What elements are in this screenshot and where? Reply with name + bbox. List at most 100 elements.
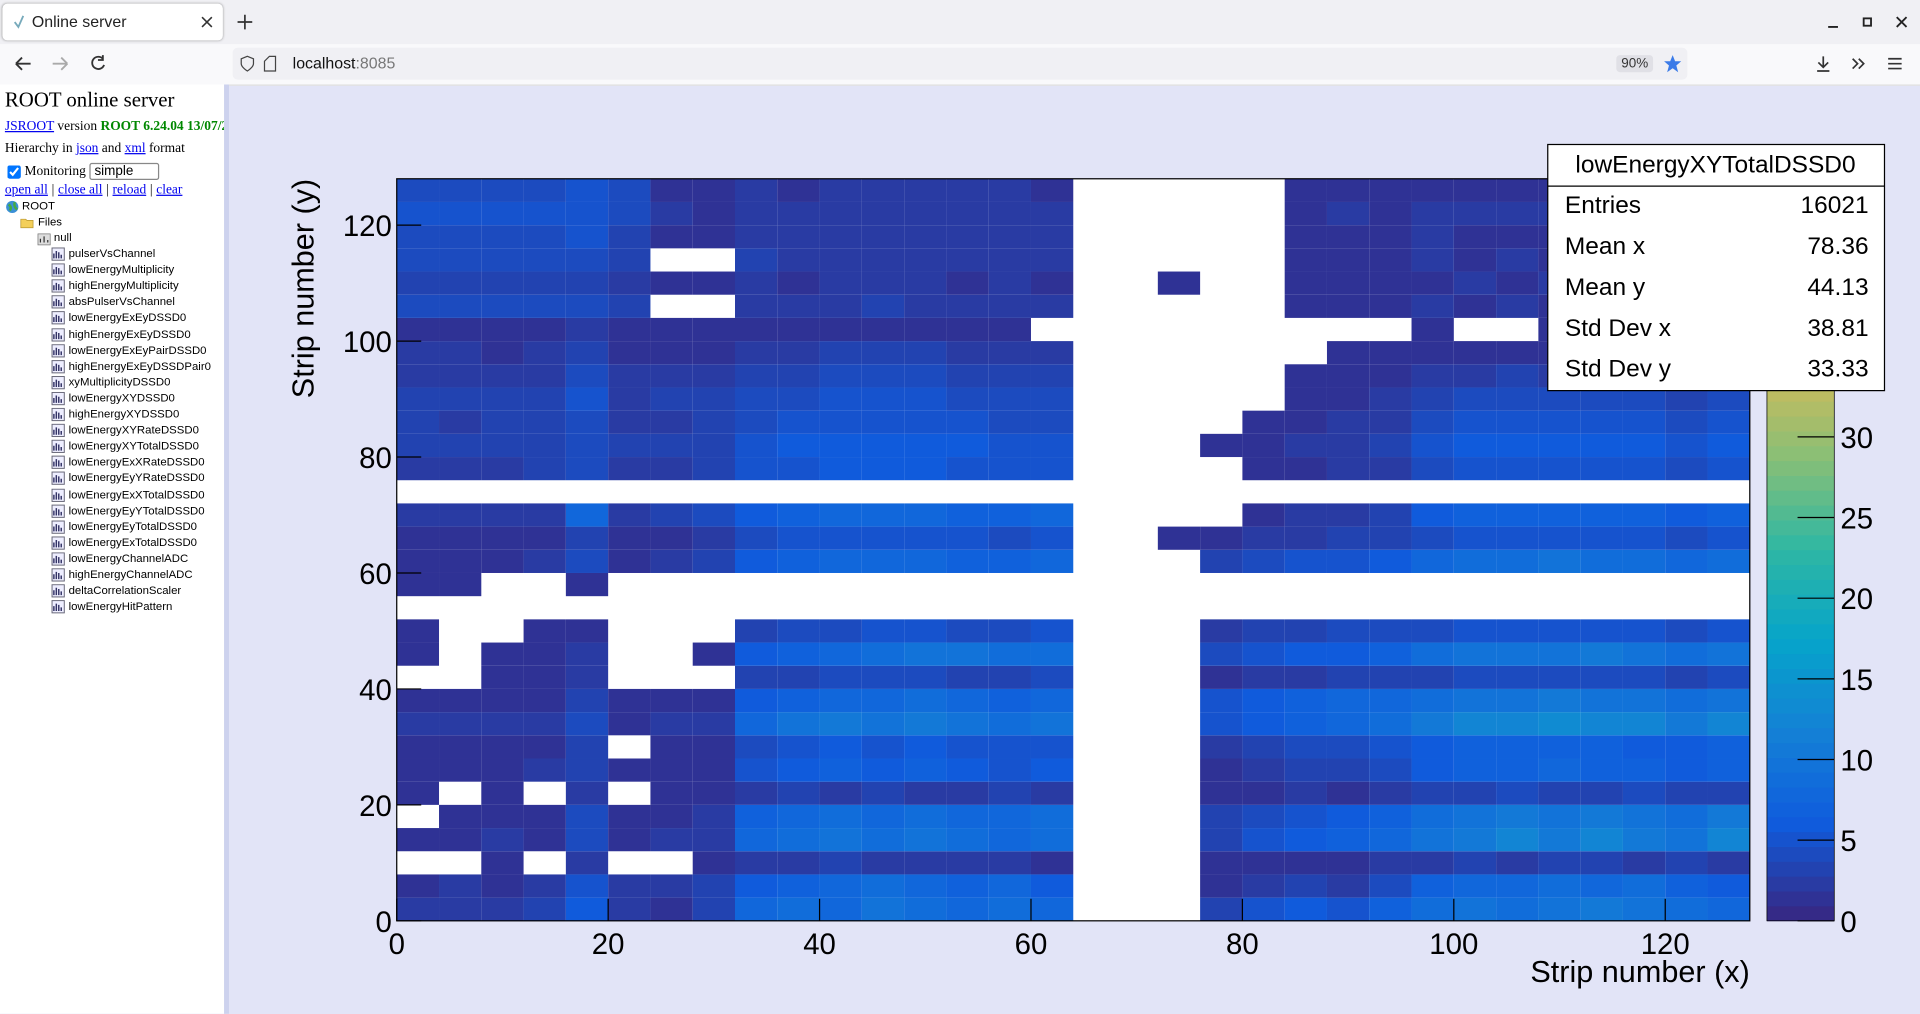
heatmap-cell <box>819 178 862 202</box>
heatmap-cell <box>1242 874 1285 898</box>
tree-item[interactable]: highEnergyExEyDSSDPair0 <box>68 359 211 372</box>
heatmap-cell <box>1496 503 1539 527</box>
heatmap-cell <box>481 294 524 318</box>
tree-item[interactable]: lowEnergyExXTotalDSSD0 <box>68 487 205 501</box>
separator: | <box>149 182 153 198</box>
tree-item[interactable]: highEnergyExEyDSSD0 <box>68 327 191 340</box>
window-controls[interactable] <box>1822 15 1908 30</box>
heatmap-cell <box>439 248 482 272</box>
heatmap-cell <box>692 897 736 921</box>
heatmap-cell <box>819 665 862 689</box>
zoom-level[interactable]: 90% <box>1616 55 1654 73</box>
heatmap-cell <box>439 828 482 852</box>
heatmap-cell <box>1326 225 1370 249</box>
x-tick-label: 80 <box>1226 928 1259 961</box>
tree-item[interactable]: lowEnergyChannelADC <box>68 552 189 565</box>
heatmap-cell <box>523 503 566 527</box>
heatmap-cell <box>988 364 1031 388</box>
tree-item[interactable]: highEnergyXYDSSD0 <box>68 407 180 421</box>
heatmap-cell <box>523 364 566 388</box>
heatmap-cell <box>861 758 905 782</box>
heatmap-cell <box>861 178 905 202</box>
bookmark-star[interactable] <box>1663 54 1683 74</box>
heatmap-cell <box>735 364 778 388</box>
heatmap-cell <box>861 433 905 458</box>
heatmap-cell <box>946 387 989 411</box>
tree-item[interactable]: lowEnergyEyYRateDSSD0 <box>68 471 205 485</box>
heatmap-cell <box>1580 781 1623 805</box>
tree-item[interactable]: pulserVsChannel <box>68 247 156 260</box>
tree-item[interactable]: lowEnergyMultiplicity <box>68 263 175 276</box>
heatmap-cell <box>1411 758 1454 782</box>
action-link[interactable]: clear <box>156 182 183 198</box>
tree-item[interactable]: highEnergyMultiplicity <box>68 279 179 292</box>
tree-item[interactable]: xyMultiplicityDSSD0 <box>68 375 171 388</box>
action-link[interactable]: open all <box>4 182 48 198</box>
action-link[interactable]: close all <box>57 182 103 198</box>
tree-folder[interactable]: Files <box>37 215 63 228</box>
heatmap-cell <box>481 201 524 226</box>
heatmap-cell <box>904 294 947 318</box>
nav-bar: localhost:8085 90% <box>0 44 1920 86</box>
heatmap-cell <box>1580 804 1623 829</box>
heatmap-cell <box>1665 712 1708 736</box>
tree-folder[interactable]: null <box>53 231 72 244</box>
splitter[interactable] <box>224 84 229 1014</box>
heatmap-cell <box>608 758 651 782</box>
heatmap-cell <box>1411 271 1454 295</box>
tree-item[interactable]: lowEnergyExXRateDSSD0 <box>68 455 205 469</box>
heatmap-cell <box>1242 897 1285 921</box>
palette-band <box>1766 831 1835 847</box>
url-bar[interactable]: localhost:8085 90% <box>232 47 1688 80</box>
tab[interactable]: Online server <box>2 3 223 41</box>
tab-close[interactable] <box>201 16 213 28</box>
monitoring-select[interactable]: simple <box>89 162 160 181</box>
heatmap-cell <box>735 851 778 875</box>
tree-item[interactable]: lowEnergyHitPattern <box>68 600 173 613</box>
tree-item[interactable]: lowEnergyExEyDSSD0 <box>68 311 187 324</box>
heatmap-cell <box>988 271 1031 295</box>
version: ROOT 6.24.04 13/07/2 <box>100 118 225 134</box>
action-link[interactable]: reload <box>112 182 147 198</box>
palette-band <box>1766 624 1835 640</box>
heatmap-cell <box>565 364 609 388</box>
nav-buttons[interactable] <box>12 54 110 74</box>
heatmap-cell <box>565 410 609 434</box>
heatmap-cell <box>1707 503 1750 527</box>
new-tab[interactable] <box>236 13 253 30</box>
heatmap-cell <box>692 225 736 249</box>
json-link[interactable]: json <box>75 140 99 156</box>
y-tick-label: 20 <box>359 790 392 823</box>
heatmap-cell <box>1538 665 1581 689</box>
tree-item[interactable]: absPulserVsChannel <box>68 295 175 308</box>
tree-item[interactable]: deltaCorrelationScaler <box>68 584 182 597</box>
jsroot-link[interactable]: JSROOT <box>4 118 55 134</box>
heatmap-cell <box>1242 619 1285 643</box>
heatmap-cell <box>1622 781 1666 805</box>
heatmap-cell <box>1326 642 1370 666</box>
tree-root[interactable]: ROOT <box>22 199 55 212</box>
heatmap-cell <box>396 294 440 318</box>
tree-item[interactable]: lowEnergyXYDSSD0 <box>68 391 175 404</box>
heatmap-cell <box>1284 712 1327 736</box>
heatmap-cell <box>904 526 947 550</box>
toolbar-icons[interactable] <box>1815 54 1907 74</box>
tree-item[interactable]: lowEnergyEyTotalDSSD0 <box>68 520 198 533</box>
monitoring-checkbox[interactable] <box>7 164 21 179</box>
tree-item[interactable]: highEnergyChannelADC <box>68 568 193 581</box>
tree-item[interactable]: lowEnergyXYRateDSSD0 <box>68 423 199 437</box>
tree-item[interactable]: lowEnergyEyYTotalDSSD0 <box>68 503 205 517</box>
heatmap-cell <box>481 387 524 411</box>
heatmap-cell <box>565 317 609 342</box>
heatmap-cell <box>396 433 440 458</box>
heatmap-cell <box>481 225 524 249</box>
tree-item[interactable]: lowEnergyExTotalDSSD0 <box>68 536 198 549</box>
heatmap-cell <box>481 804 524 829</box>
heatmap-cell <box>861 735 905 759</box>
heatmap-cell <box>904 457 947 481</box>
tree-item[interactable]: lowEnergyExEyPairDSSD0 <box>68 343 207 356</box>
xml-link[interactable]: xml <box>124 140 146 156</box>
tree-item[interactable]: lowEnergyXYTotalDSSD0 <box>68 439 199 453</box>
heatmap-cell <box>861 294 905 318</box>
x-tick-label: 0 <box>389 928 405 961</box>
